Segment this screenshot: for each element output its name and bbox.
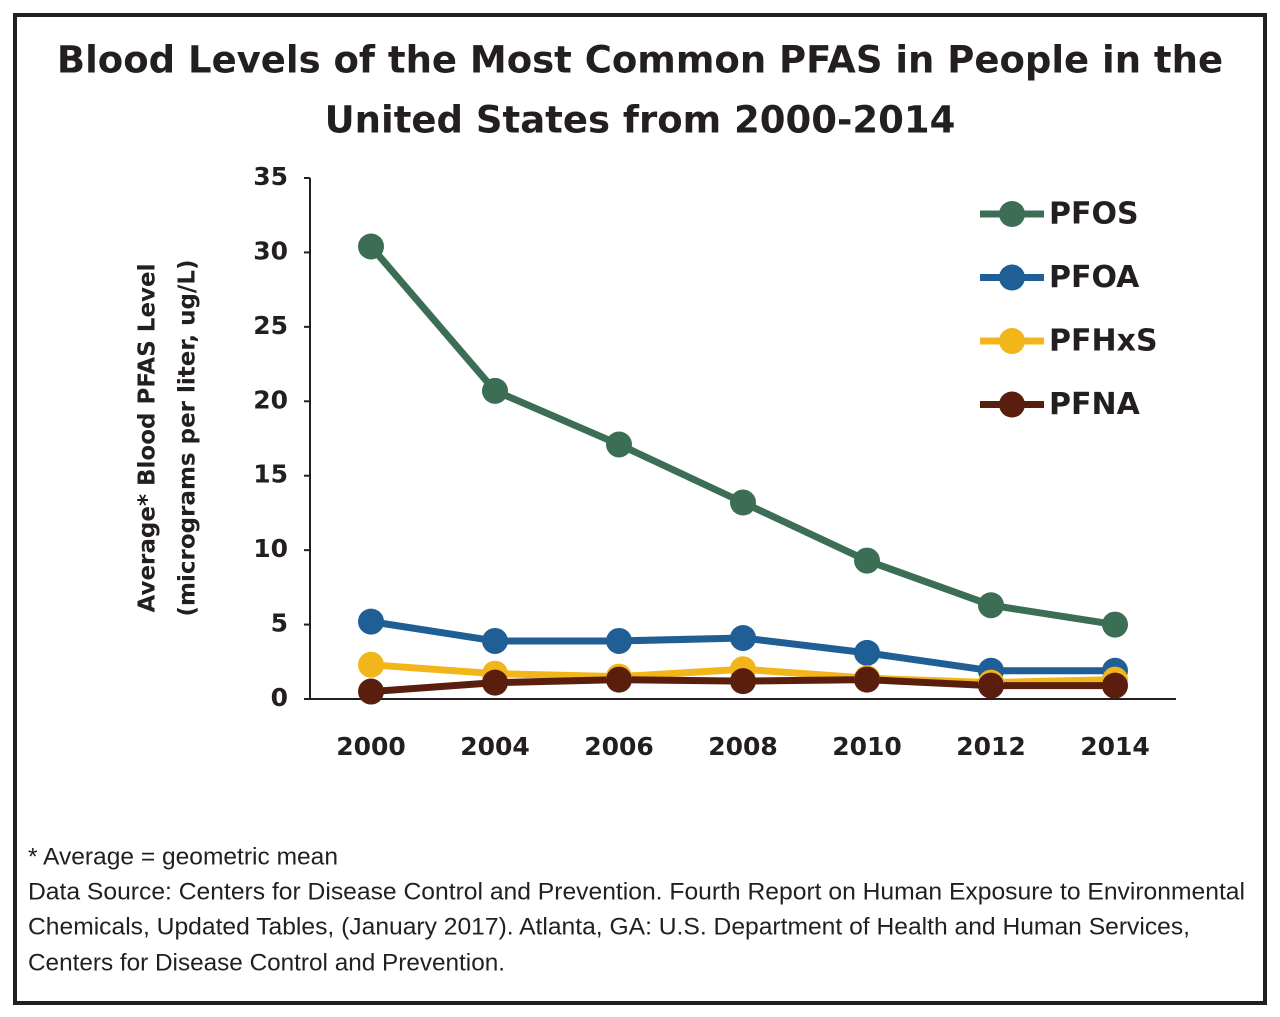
data-point bbox=[606, 627, 632, 654]
data-point bbox=[1102, 611, 1128, 638]
y-tick-label: 10 bbox=[253, 534, 288, 563]
data-point bbox=[730, 668, 756, 695]
y-tick-label: 15 bbox=[253, 460, 288, 489]
legend-swatch bbox=[999, 391, 1025, 418]
data-point bbox=[358, 608, 384, 635]
x-tick-label: 2008 bbox=[708, 732, 778, 761]
data-point bbox=[854, 639, 880, 666]
y-axis-label: Average* Blood PFAS Level bbox=[135, 263, 161, 612]
data-point bbox=[730, 624, 756, 651]
y-tick-label: 20 bbox=[253, 385, 288, 414]
x-tick-label: 2010 bbox=[832, 732, 902, 761]
data-point bbox=[730, 489, 756, 516]
x-tick-label: 2004 bbox=[460, 732, 530, 761]
data-point bbox=[1102, 672, 1128, 699]
x-tick-label: 2012 bbox=[956, 732, 1026, 761]
y-tick-label: 0 bbox=[271, 683, 288, 712]
y-tick-label: 5 bbox=[271, 609, 288, 638]
legend-label: PFOA bbox=[1049, 260, 1140, 295]
data-point bbox=[854, 666, 880, 693]
footnote: Chemicals, Updated Tables, (January 2017… bbox=[28, 913, 1190, 940]
data-point bbox=[482, 627, 508, 654]
footnote: Data Source: Centers for Disease Control… bbox=[28, 878, 1245, 905]
footnote: * Average = geometric mean bbox=[28, 843, 338, 870]
y-tick-label: 30 bbox=[253, 236, 288, 265]
x-tick-label: 2000 bbox=[336, 732, 406, 761]
legend-swatch bbox=[999, 201, 1025, 227]
data-point bbox=[482, 377, 508, 404]
data-point bbox=[606, 431, 632, 458]
y-tick-label: 35 bbox=[253, 162, 288, 191]
footnote: Centers for Disease Control and Preventi… bbox=[28, 949, 505, 976]
data-point bbox=[854, 547, 880, 574]
legend-swatch bbox=[999, 328, 1025, 354]
y-tick-label: 25 bbox=[253, 311, 288, 340]
legend-label: PFNA bbox=[1049, 387, 1141, 422]
data-point bbox=[358, 233, 384, 260]
y-axis-label: (micrograms per liter, ug/L) bbox=[175, 259, 201, 616]
data-point bbox=[978, 592, 1004, 619]
frame bbox=[13, 13, 1267, 1005]
data-point bbox=[358, 651, 384, 678]
legend-label: PFOS bbox=[1049, 197, 1139, 232]
legend-label: PFHxS bbox=[1049, 324, 1158, 359]
x-tick-label: 2014 bbox=[1080, 732, 1150, 761]
x-tick-label: 2006 bbox=[584, 732, 654, 761]
data-point bbox=[978, 672, 1004, 699]
legend-swatch bbox=[999, 264, 1025, 291]
data-point bbox=[358, 678, 384, 705]
chart-title: United States from 2000-2014 bbox=[325, 99, 956, 142]
data-point bbox=[482, 669, 508, 696]
data-point bbox=[606, 666, 632, 693]
chart-title: Blood Levels of the Most Common PFAS in … bbox=[57, 39, 1223, 82]
